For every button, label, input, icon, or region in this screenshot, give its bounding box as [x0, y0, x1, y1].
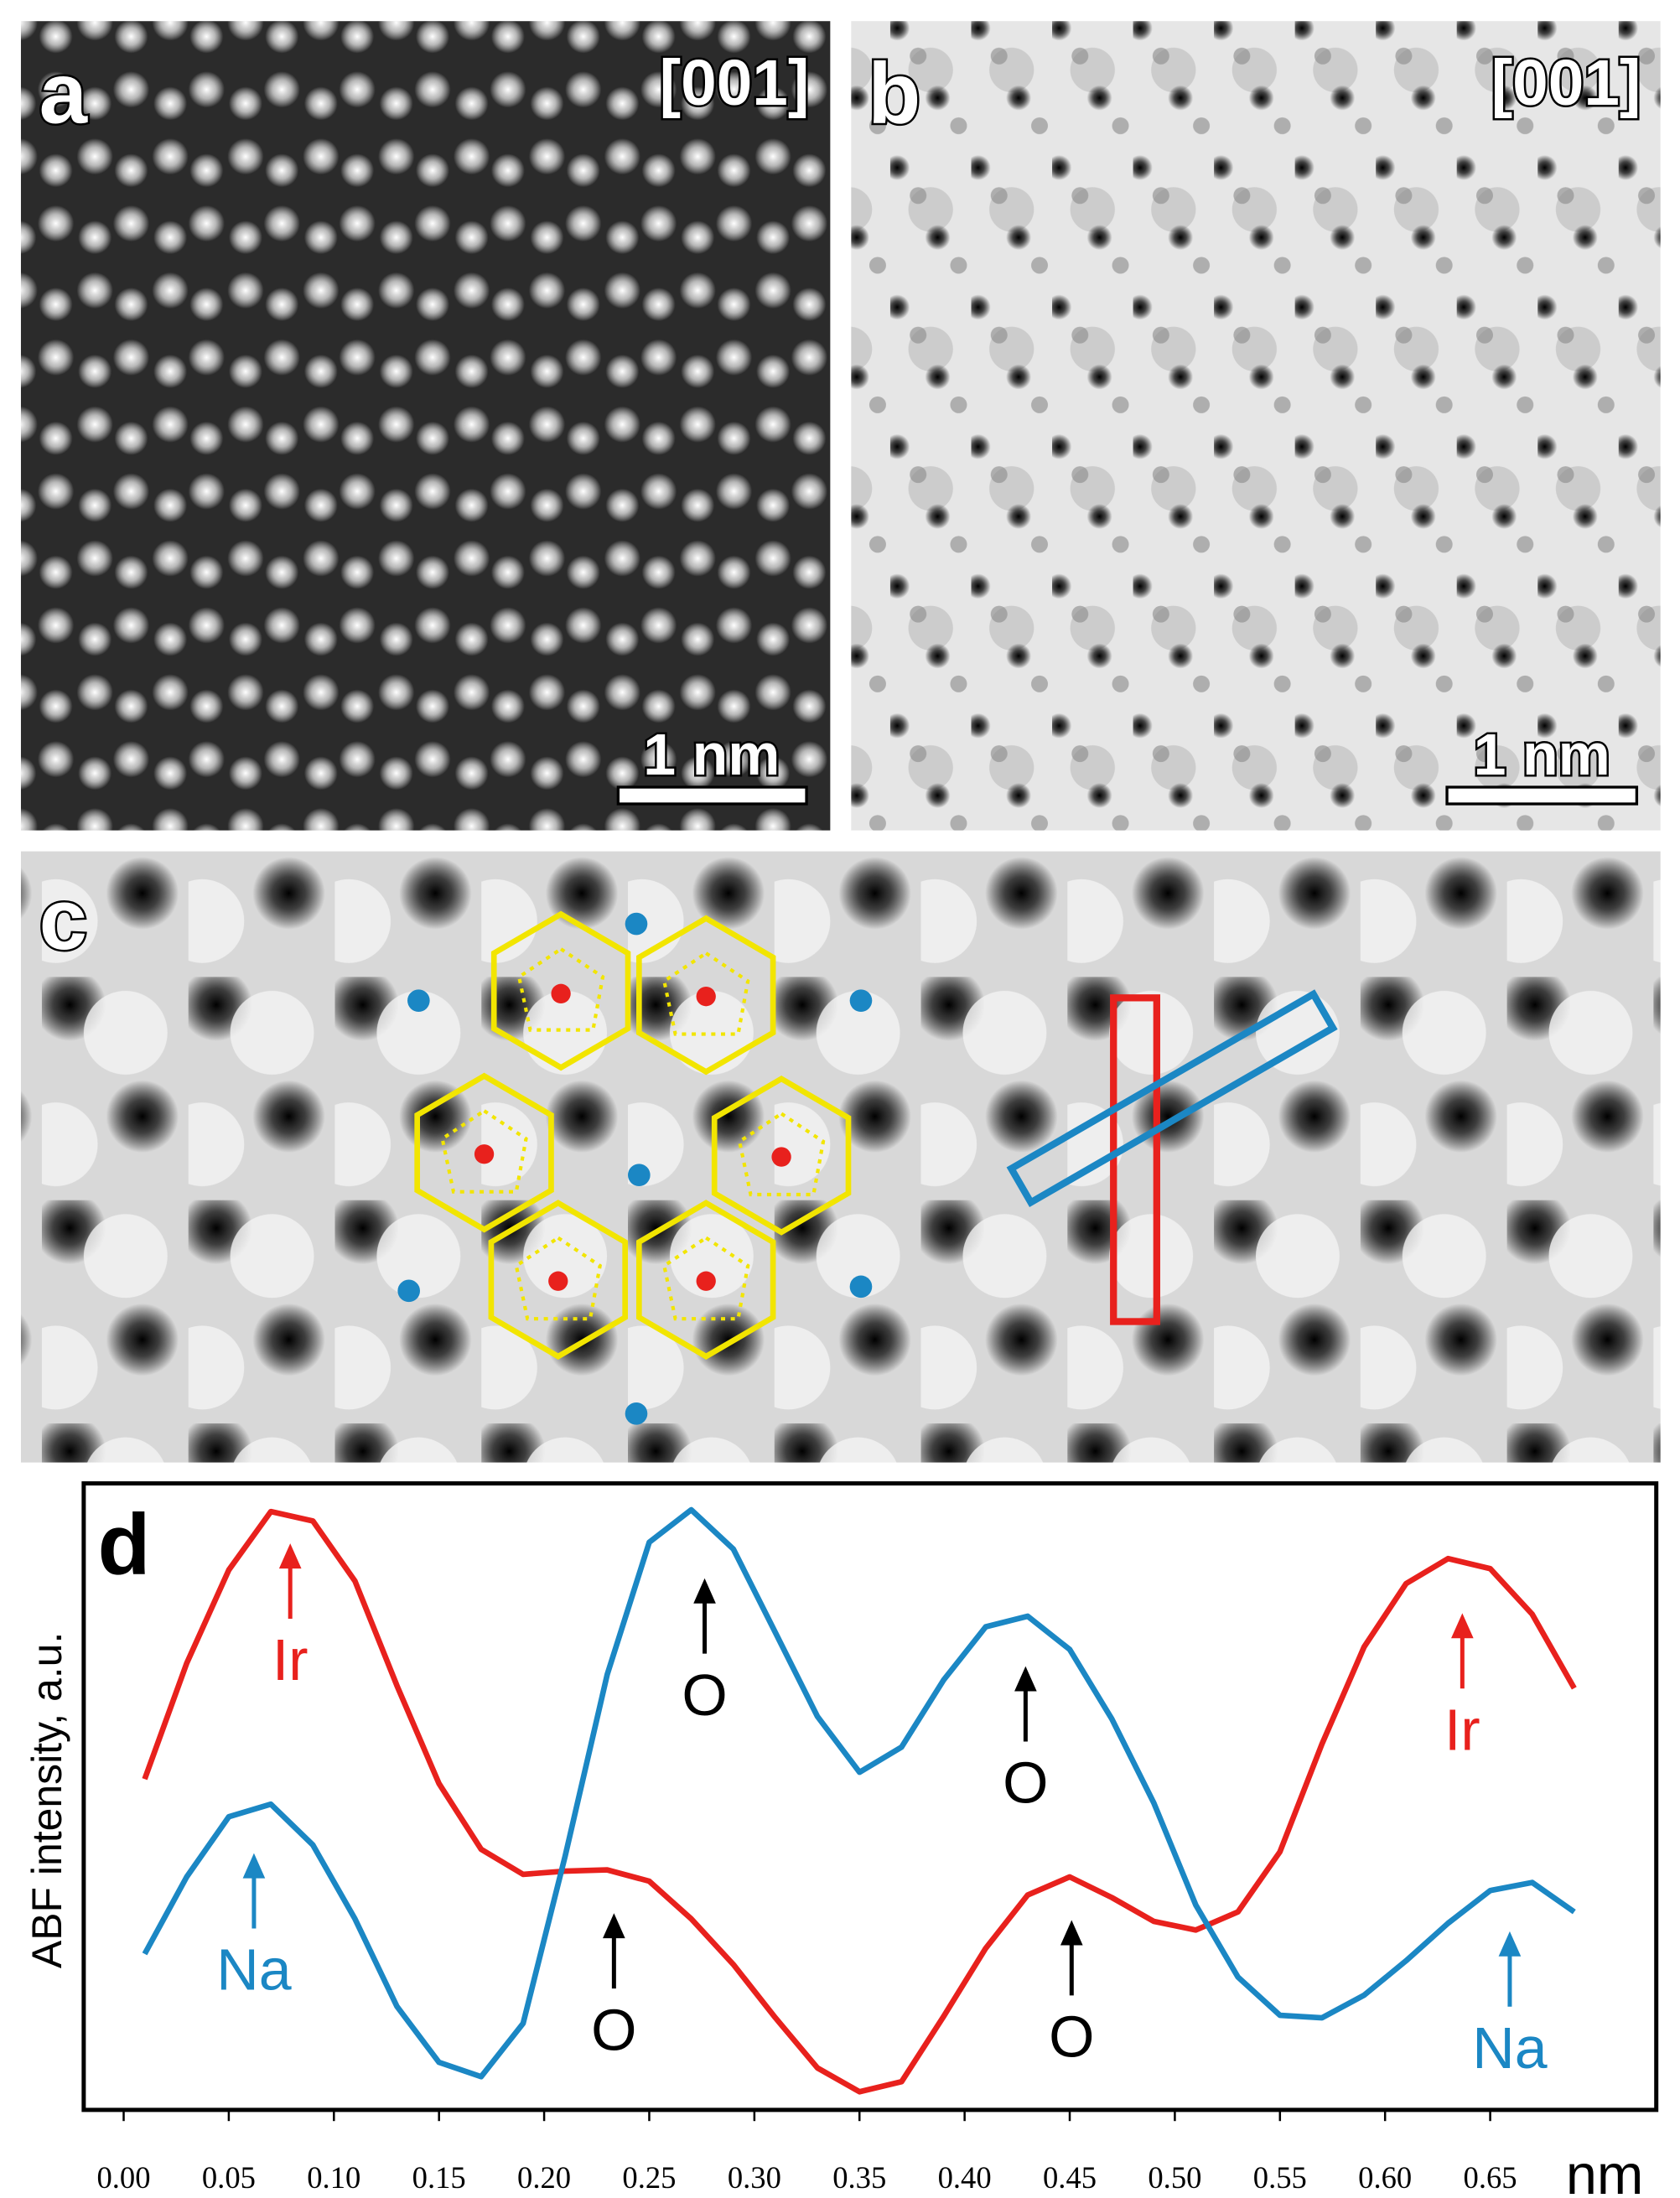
panel-label: a: [39, 45, 89, 142]
annotation-arrowhead: [1014, 1666, 1037, 1692]
annotation: O: [591, 1997, 636, 2062]
profile-box-blue: [1006, 989, 1338, 1208]
annotation: O: [1049, 2004, 1094, 2070]
x-tick-label: 0.40: [938, 2160, 992, 2195]
hexagon-overlay: [414, 910, 852, 1360]
annotation: Na: [1472, 2015, 1547, 2081]
profile-line: [142, 1506, 1576, 2080]
annotation: Ir: [272, 1627, 309, 1693]
annotation: O: [1003, 1750, 1048, 1816]
x-tick-label: 0.15: [412, 2160, 466, 2195]
panel-label: b: [868, 45, 920, 142]
x-tick-label: 0.45: [1043, 2160, 1097, 2195]
profile-line: [142, 1508, 1577, 2095]
x-tick-label: 0.50: [1148, 2160, 1201, 2195]
scale-bar-label: 1 nm: [643, 722, 780, 787]
annotation-arrowhead: [603, 1913, 625, 1939]
orientation: [001]: [660, 48, 810, 119]
orientation: [001]: [1491, 48, 1641, 119]
x-tick-label: 0.20: [517, 2160, 571, 2195]
annotation-arrowhead: [1060, 1920, 1083, 1946]
annotation-arrowhead: [693, 1578, 716, 1604]
x-axis-unit: nm: [1566, 2144, 1643, 2198]
x-tick-label: 0.30: [728, 2160, 781, 2195]
annotation-arrowhead: [1451, 1613, 1474, 1639]
annotation-arrowhead: [1498, 1931, 1522, 1957]
dotted-overlay: [440, 946, 826, 1321]
image-b: [851, 21, 1661, 831]
panel-label: d: [98, 1496, 151, 1593]
annotation: Na: [216, 1937, 291, 2003]
profile-box-red: [1110, 994, 1160, 1325]
scale-bar: [1445, 785, 1639, 806]
red-dots: [474, 983, 791, 1291]
image-c: [20, 851, 1661, 1463]
plot-frame: [81, 1481, 1659, 2112]
image-a: [20, 21, 831, 831]
annotation-arrowhead: [278, 1543, 302, 1569]
x-tick-label: 0.65: [1464, 2160, 1517, 2195]
x-tick-label: 0.55: [1253, 2160, 1307, 2195]
x-tick-label: 0.05: [202, 2160, 256, 2195]
x-tick-label: 0.10: [307, 2160, 360, 2195]
x-tick-label: 0.60: [1358, 2160, 1412, 2195]
x-tick-label: 0.25: [622, 2160, 676, 2195]
x-tick-label: 0.00: [96, 2160, 150, 2195]
annotation: O: [682, 1662, 727, 1728]
scale-bar: [616, 785, 808, 806]
panel-label: c: [39, 871, 87, 967]
x-tick-label: 0.35: [832, 2160, 886, 2195]
blue-dots: [397, 912, 873, 1425]
annotation-arrowhead: [242, 1853, 266, 1879]
annotation: Ir: [1444, 1697, 1480, 1762]
y-axis-label: ABF intensity, a.u.: [23, 1632, 70, 1968]
scale-bar-label: 1 nm: [1474, 722, 1610, 787]
